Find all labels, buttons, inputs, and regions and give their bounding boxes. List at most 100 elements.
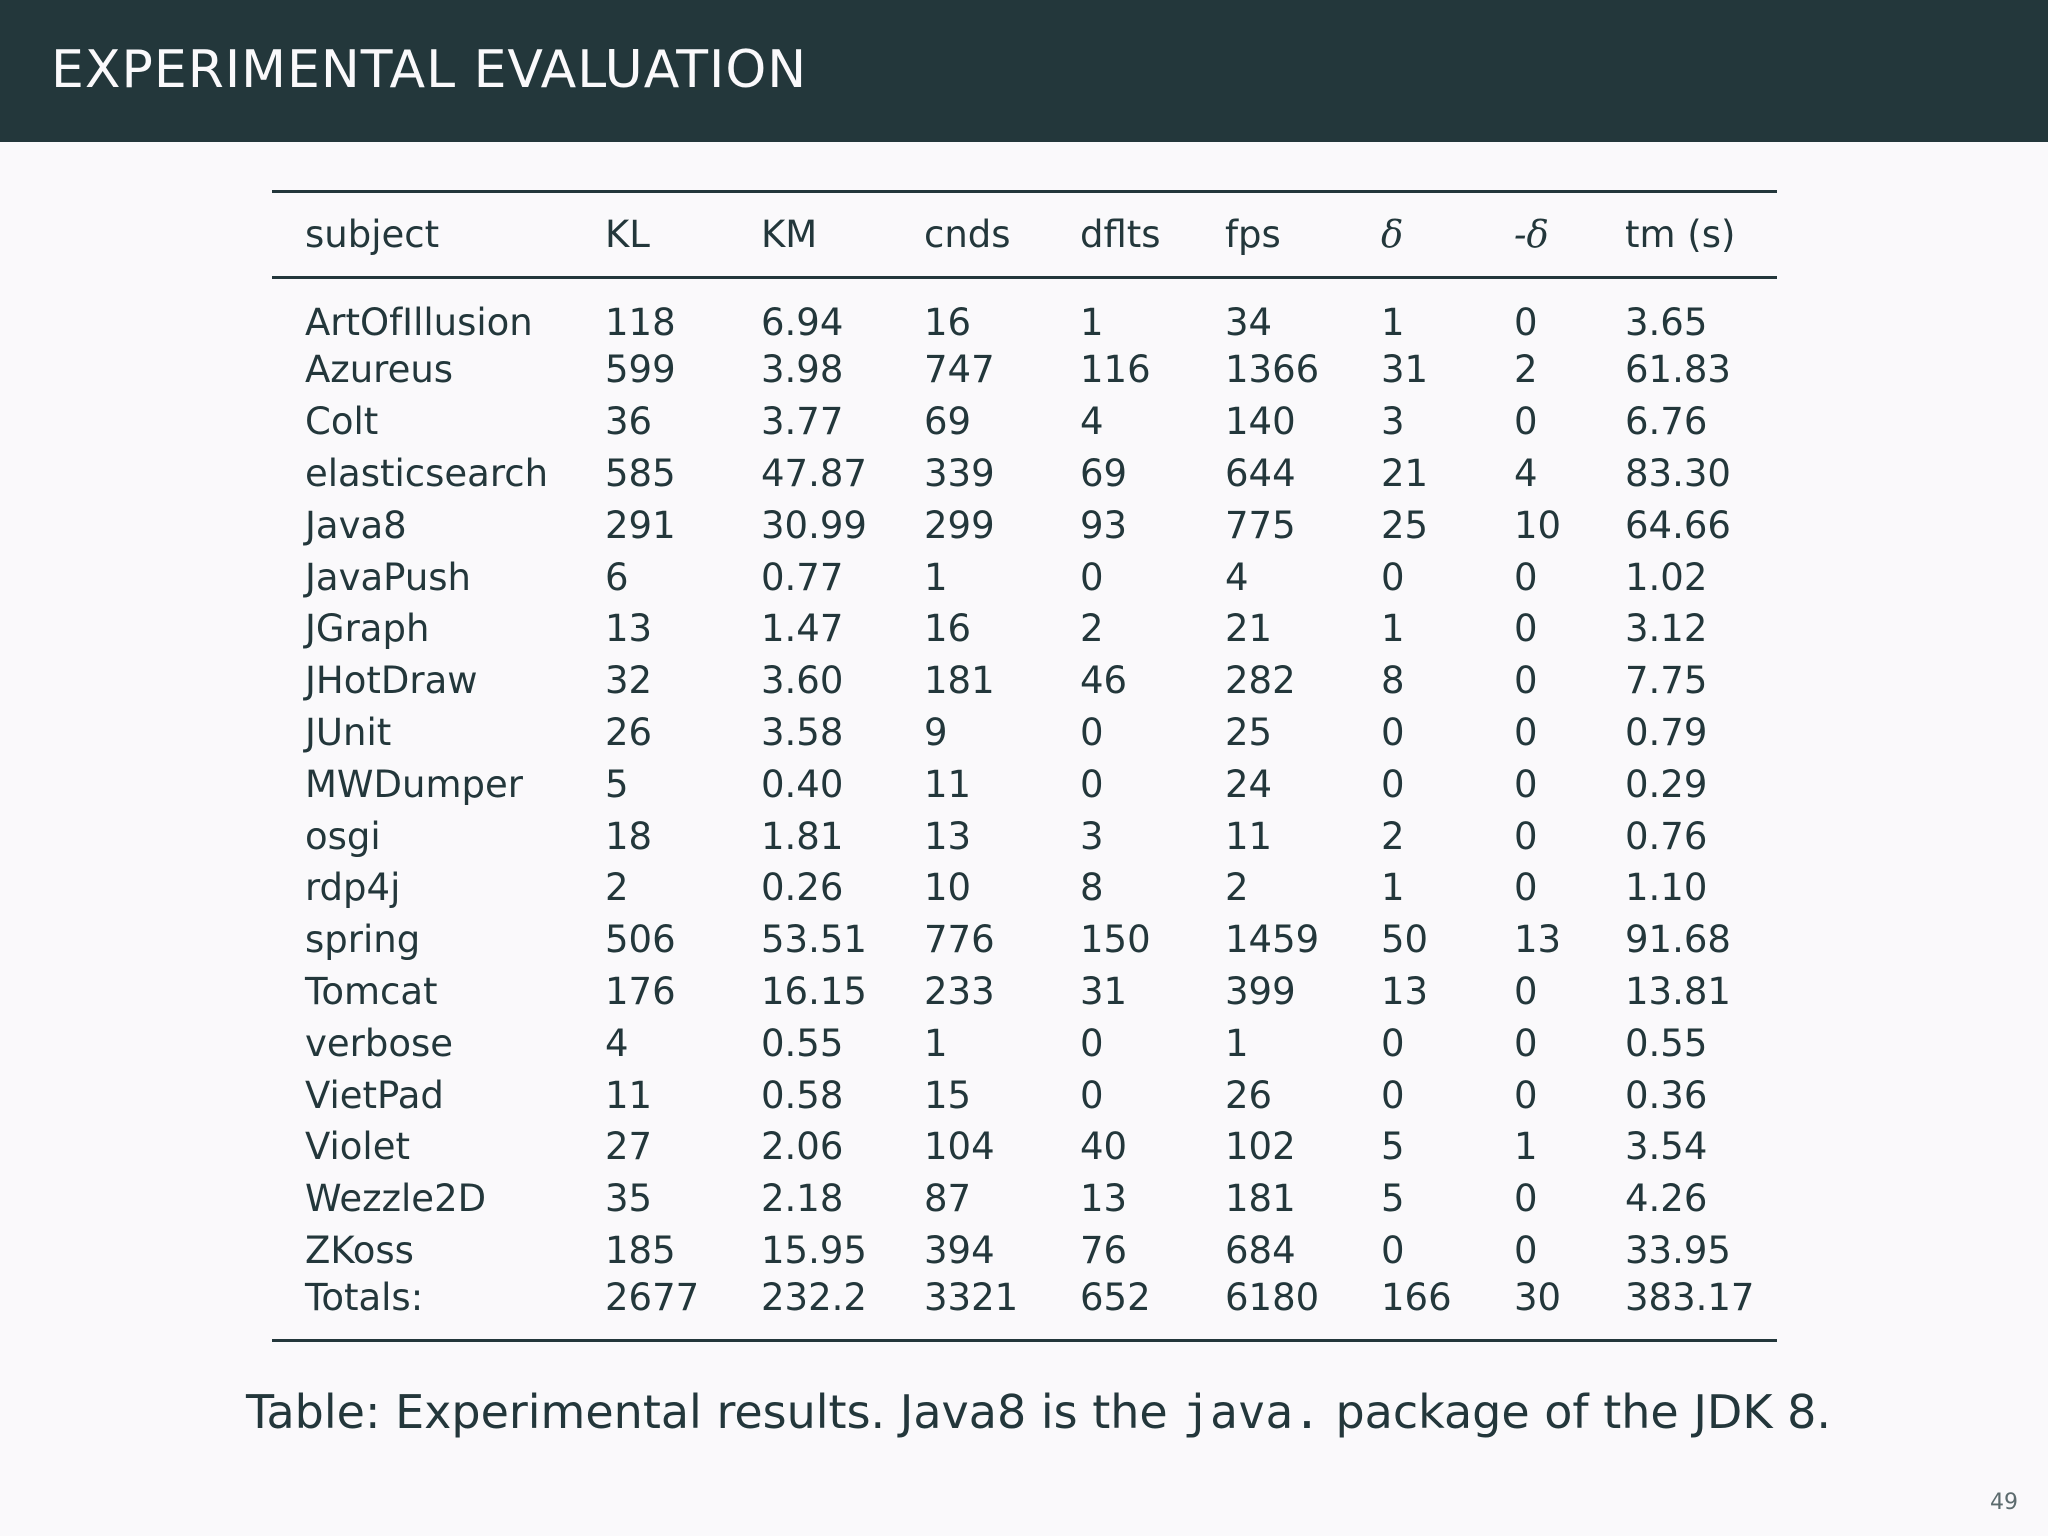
table-cell: 1 <box>924 555 948 599</box>
table-cell: 18 <box>605 814 653 858</box>
table-cell: 25 <box>1381 503 1429 547</box>
table-cell: 21 <box>1381 451 1429 495</box>
table-row: Wezzle2D 35 2.18 87 13 181 5 0 4.26 <box>272 1173 1777 1225</box>
table-cell: 1 <box>1514 1125 1538 1169</box>
table-cell: 11 <box>605 1073 653 1117</box>
table-cell: 7.75 <box>1625 659 1708 703</box>
results-table: subject KL KM cnds dflts fps δ -δ tm (s)… <box>272 190 1777 1343</box>
table-row: ZKoss 185 15.95 394 76 684 0 0 33.95 <box>272 1225 1777 1277</box>
table-cell: 644 <box>1225 451 1296 495</box>
table-cell: 747 <box>924 348 995 392</box>
table-cell-subject: Wezzle2D <box>305 1177 487 1221</box>
table-cell: 61.83 <box>1625 348 1731 392</box>
table-cell-subject: Java8 <box>305 503 407 547</box>
table-cell: 31 <box>1080 969 1128 1013</box>
table-cell: 150 <box>1080 918 1151 962</box>
table-cell: 4 <box>605 1021 629 1065</box>
table-cell: 25 <box>1225 710 1273 754</box>
table-cell: 2 <box>1381 814 1405 858</box>
table-cell: 181 <box>924 659 995 703</box>
table-cell: 140 <box>1225 400 1296 444</box>
table-cell: 0 <box>1514 607 1538 651</box>
table-cell-subject: verbose <box>305 1021 454 1065</box>
table-cell: 1 <box>1080 301 1104 344</box>
table-cell: 21 <box>1225 607 1273 651</box>
table-cell: 0 <box>1514 1073 1538 1117</box>
title-bar: EXPERIMENTAL EVALUATION <box>0 0 2048 142</box>
table-cell: 0 <box>1514 1021 1538 1065</box>
table-cell: 91.68 <box>1625 918 1731 962</box>
table-cell-subject: spring <box>305 918 421 962</box>
table-cell: 9 <box>924 710 948 754</box>
table-cell: 4 <box>1080 400 1104 444</box>
table-cell: 30 <box>1481 1276 1592 1343</box>
table-cell: 0 <box>1381 710 1405 754</box>
table-cell: 10 <box>1514 503 1562 547</box>
table-cell: 181 <box>1225 1177 1296 1221</box>
table-cell-subject: ArtOfIllusion <box>305 301 533 344</box>
table-cell: 0 <box>1080 1073 1104 1117</box>
table-cell: 0 <box>1514 400 1538 444</box>
table-cell: 0 <box>1080 1021 1104 1065</box>
table-cell: 585 <box>605 451 676 495</box>
table-cell: 0 <box>1514 814 1538 858</box>
table-cell: 16 <box>924 607 972 651</box>
table-cell: 0 <box>1080 710 1104 754</box>
table-cell: 10 <box>924 866 972 910</box>
caption-code: java. <box>1182 1385 1321 1439</box>
table-row: JGraph 13 1.47 16 2 21 1 0 3.12 <box>272 603 1777 655</box>
table-cell: 2677 <box>572 1276 728 1343</box>
table-cell: 13.81 <box>1625 969 1731 1013</box>
table-row: osgi 18 1.81 13 3 11 2 0 0.76 <box>272 810 1777 862</box>
table-cell: 0 <box>1381 555 1405 599</box>
table-cell-subject: ZKoss <box>305 1228 414 1272</box>
table-cell-subject: JavaPush <box>305 555 471 599</box>
table-cell: 36 <box>605 400 653 444</box>
table-cell: 652 <box>1047 1276 1192 1343</box>
table-header-row: subject KL KM cnds dflts fps δ -δ tm (s) <box>272 190 1777 279</box>
table-cell-subject: JUnit <box>305 710 392 754</box>
table-cell-subject: JGraph <box>305 607 430 651</box>
table-cell: 775 <box>1225 503 1296 547</box>
table-cell: 3.98 <box>761 348 844 392</box>
table-cell: 1366 <box>1225 348 1320 392</box>
table-cell: 13 <box>1381 969 1429 1013</box>
table-cell: 776 <box>924 918 995 962</box>
table-cell: 399 <box>1225 969 1296 1013</box>
table-cell: 0 <box>1514 1177 1538 1221</box>
table-cell: 6 <box>605 555 629 599</box>
table-cell: 2 <box>1514 348 1538 392</box>
table-row: ArtOfIllusion 118 6.94 16 1 34 1 0 3.65 <box>272 278 1777 344</box>
column-header-kl: KL <box>572 190 728 279</box>
column-header-cnds: cnds <box>891 190 1047 279</box>
table-cell: 46 <box>1080 659 1128 703</box>
table-cell: 102 <box>1225 1125 1296 1169</box>
table-cell: 3 <box>1381 400 1405 444</box>
table-cell: 16.15 <box>761 969 867 1013</box>
table-cell: 0 <box>1514 555 1538 599</box>
table-cell: 291 <box>605 503 676 547</box>
table-row: Azureus 599 3.98 747 116 1366 31 2 61.83 <box>272 344 1777 396</box>
table-cell: 3.60 <box>761 659 844 703</box>
table-cell: 2.06 <box>761 1125 844 1169</box>
table-row: Violet 27 2.06 104 40 102 5 1 3.54 <box>272 1121 1777 1173</box>
table-cell: 30.99 <box>761 503 867 547</box>
table-cell: 3.54 <box>1625 1125 1708 1169</box>
table-cell: 6.94 <box>761 301 844 344</box>
column-header-delta: δ <box>1348 190 1481 279</box>
table-cell: 1.02 <box>1625 555 1708 599</box>
table-cell: 26 <box>605 710 653 754</box>
table-cell: 1.47 <box>761 607 844 651</box>
table-row: MWDumper 5 0.40 11 0 24 0 0 0.29 <box>272 758 1777 810</box>
table-cell: 3.65 <box>1625 301 1708 344</box>
table-cell-subject: Azureus <box>305 348 454 392</box>
table-cell-subject: JHotDraw <box>305 659 478 703</box>
table-cell: 53.51 <box>761 918 867 962</box>
table-cell: 684 <box>1225 1228 1296 1272</box>
table-cell: 0 <box>1080 762 1104 806</box>
column-header-dflts: dflts <box>1047 190 1192 279</box>
column-header-subject: subject <box>272 190 572 279</box>
table-caption: Table: Experimental results. Java8 is th… <box>246 1382 1831 1442</box>
table-cell-subject: rdp4j <box>305 866 401 910</box>
table-cell: 506 <box>605 918 676 962</box>
